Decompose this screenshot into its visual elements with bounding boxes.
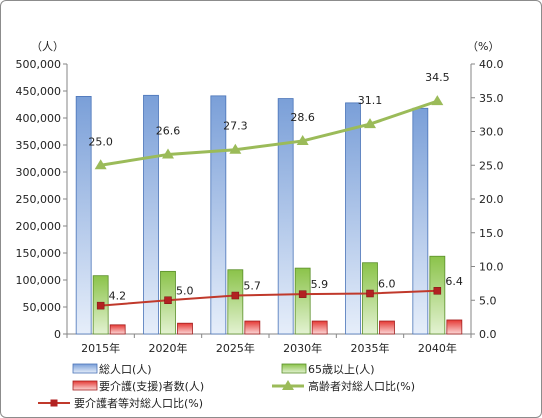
point [364,118,376,129]
x-tick-label: 2040年 [418,341,457,355]
series-line [100,289,438,307]
point [162,148,174,159]
point [94,159,107,170]
legend-marker [50,399,58,407]
y-right-tick-label: 5.0 [479,294,497,307]
data-label: 4.2 [109,290,127,303]
bar [362,262,378,335]
y-left-tick-label: 0 [54,328,61,341]
y-left-tick-label: 400,000 [16,112,62,125]
data-label: 27.3 [223,120,248,133]
x-tick-label: 2015年 [81,341,120,355]
y-right-tick-label: 25.0 [479,159,504,172]
y-right-unit: （%） [467,40,499,53]
y-right-tick-label: 0.0 [479,328,497,341]
legend-label: 65歳以上(人) [308,363,375,376]
bar [210,95,227,335]
legend-label: 要介護(支援)者数(人) [99,379,204,393]
bar [277,98,294,335]
point [433,287,442,295]
data-label: 25.0 [88,135,113,148]
y-right-tick-label: 15.0 [479,227,504,240]
y-right-tick-label: 30.0 [479,126,504,139]
y-left-tick-label: 250,000 [16,193,62,206]
y-right-tick-label: 20.0 [479,193,504,206]
bar [143,94,159,335]
legend-marker [282,380,294,390]
y-right-tick-label: 35.0 [479,92,504,105]
point [229,143,242,154]
y-right-tick-label: 40.0 [479,58,504,71]
bar [109,324,126,335]
y-left-tick-label: 350,000 [16,139,62,152]
bar [244,320,261,335]
bar [379,320,395,335]
bar [294,267,311,335]
bar [227,269,244,335]
y-left-tick-label: 500,000 [16,58,62,71]
legend-label: 高齢者対総人口比(%) [308,379,415,393]
y-left-unit: （人） [31,40,64,53]
legend-swatch [72,363,98,374]
y-left-tick-label: 200,000 [16,220,62,233]
data-label: 26.6 [156,124,181,137]
y-left-tick-label: 450,000 [16,85,62,98]
series-line [100,99,438,167]
point [164,296,172,304]
point [96,301,105,310]
point [298,290,307,298]
y-left-tick-label: 300,000 [16,166,62,179]
legend-label: 総人口(人) [99,362,152,376]
y-left-tick-label: 100,000 [16,274,62,287]
bar [311,320,328,335]
data-label: 5.7 [243,280,260,293]
bar [177,322,193,335]
bar [429,255,446,335]
legend-swatch [72,380,98,391]
bar [446,319,463,335]
bar [412,107,429,335]
data-label: 6.4 [445,275,463,288]
x-tick-label: 2035年 [351,341,390,355]
bar [75,96,92,335]
data-label: 6.0 [378,278,396,291]
legend-label: 要介護者等対総人口比(%) [74,396,203,410]
bar [345,102,361,335]
x-tick-label: 2025年 [216,341,255,355]
x-tick-label: 2030年 [283,341,322,355]
y-right-tick-label: 10.0 [479,261,504,274]
y-left-tick-label: 150,000 [16,247,62,260]
data-label: 5.0 [176,284,194,297]
point [231,291,240,300]
y-left-tick-label: 50,000 [23,301,62,314]
point [366,289,374,298]
data-label: 34.5 [425,71,450,84]
data-label: 28.6 [290,111,315,124]
x-tick-label: 2020年 [149,341,188,355]
legend-swatch [281,363,307,374]
point [296,134,309,145]
point [431,95,444,106]
data-label: 5.9 [311,278,329,291]
data-label: 31.1 [358,94,383,107]
